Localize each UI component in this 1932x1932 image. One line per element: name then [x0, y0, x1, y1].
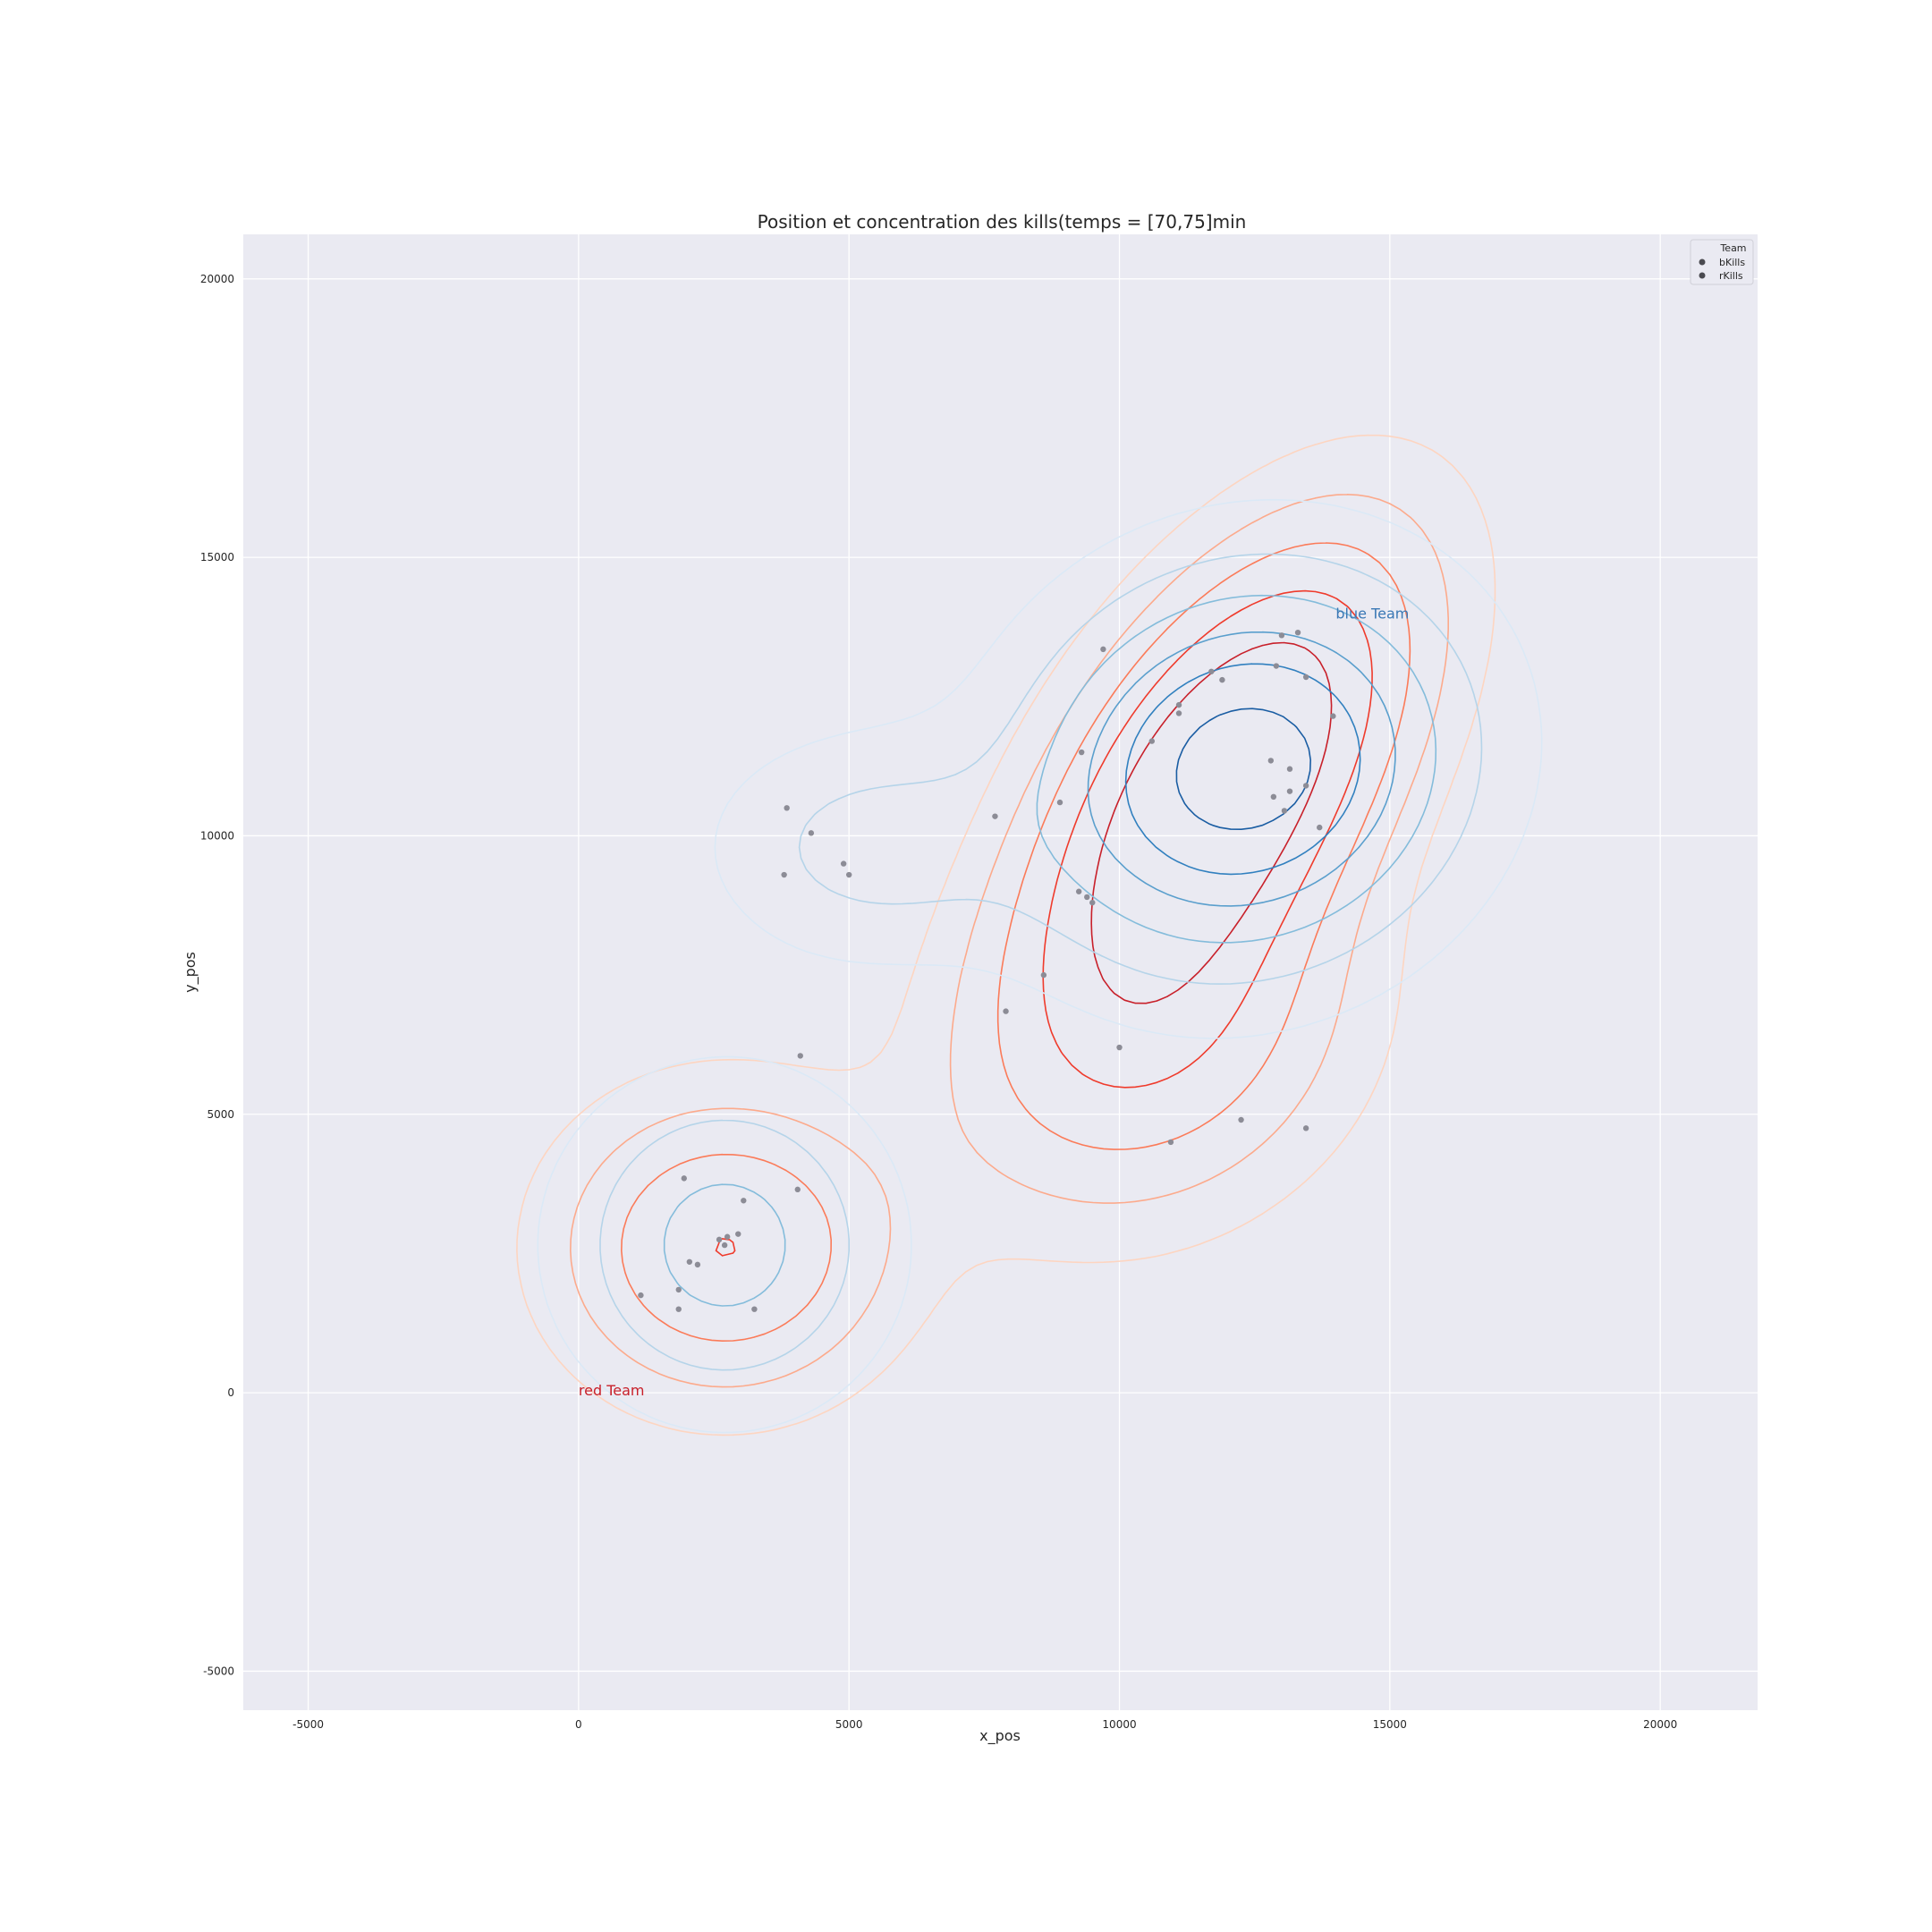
kill-point [1317, 824, 1323, 831]
kill-point [1267, 758, 1275, 764]
x-tick-label: 10000 [1102, 1718, 1136, 1731]
annotation-blue-team: blue Team [1335, 605, 1409, 622]
kill-point [1003, 1008, 1009, 1014]
kill-point [992, 813, 998, 819]
kill-point [1148, 738, 1156, 744]
kill-point [1273, 663, 1280, 669]
legend-entry-bkills: bKills [1719, 257, 1745, 268]
legend-marker-bkills [1699, 258, 1706, 266]
kill-point [1278, 632, 1285, 639]
kill-point [724, 1233, 731, 1240]
kill-point [1286, 766, 1293, 772]
kill-point [1294, 629, 1301, 636]
kill-point [1219, 676, 1225, 683]
kill-point [784, 805, 790, 811]
kill-point [840, 860, 847, 867]
blue-team-contour-level-1 [537, 498, 1543, 1434]
kill-point [1056, 799, 1063, 806]
legend: Team bKills rKills [1690, 239, 1754, 285]
legend-box [1690, 239, 1754, 285]
blue-team-contour-level-3 [663, 594, 1437, 1307]
kill-point [1330, 713, 1336, 719]
y-tick-label: 5000 [207, 1108, 234, 1121]
kill-point [1167, 1139, 1174, 1146]
kill-point [1286, 788, 1293, 794]
kill-point [1175, 710, 1182, 716]
plot-area [243, 234, 1758, 1710]
kill-point [1281, 808, 1288, 814]
kill-point [1084, 894, 1090, 901]
kill-point [794, 1186, 801, 1193]
kill-points [638, 629, 1336, 1312]
kill-point [1040, 971, 1047, 979]
x-tick-label: 0 [575, 1718, 582, 1731]
kill-point [846, 871, 852, 878]
kill-point [1100, 646, 1106, 653]
kill-point [1078, 749, 1085, 756]
y-tick-label: 10000 [200, 829, 234, 842]
y-tick-label: -5000 [203, 1665, 234, 1677]
kill-point [675, 1286, 682, 1293]
blue-team-contour-level-4 [1087, 631, 1396, 907]
kill-point [716, 1236, 723, 1243]
red-team-contour-level-5 [1090, 641, 1333, 1004]
legend-marker-rkills [1699, 272, 1706, 279]
kill-point [1208, 668, 1215, 674]
kill-point [735, 1231, 741, 1237]
kill-point [694, 1261, 701, 1268]
legend-title: Team [1719, 242, 1746, 254]
y-tick-label: 20000 [200, 273, 234, 285]
x-tick-label: -5000 [292, 1718, 324, 1731]
x-axis-label: x_pos [979, 1727, 1021, 1745]
kill-point [1270, 793, 1277, 801]
kill-point [797, 1053, 803, 1059]
kill-point [1302, 674, 1309, 681]
kill-point [1175, 701, 1182, 708]
kill-point [1075, 888, 1082, 894]
kill-point [1116, 1044, 1123, 1051]
kill-point [721, 1241, 728, 1249]
x-tick-labels: -5000 0 5000 10000 15000 20000 [292, 1718, 1677, 1731]
kill-point [675, 1306, 682, 1312]
y-tick-label: 15000 [200, 551, 234, 564]
legend-entry-rkills: rKills [1719, 270, 1743, 282]
red-team-contour-level-3 [621, 542, 1411, 1342]
kill-point [1302, 1125, 1309, 1131]
annotation-red-team: red Team [579, 1382, 645, 1399]
kill-point [681, 1175, 687, 1182]
y-tick-label: 0 [227, 1386, 234, 1399]
kill-point [781, 871, 787, 878]
kill-point [808, 830, 815, 836]
x-tick-label: 5000 [835, 1718, 863, 1731]
kill-point [741, 1198, 747, 1204]
kill-point [1089, 899, 1096, 906]
grid-lines [243, 234, 1758, 1710]
blue-team-contour-level-2 [599, 553, 1483, 1371]
red-team-contour-level-4 [715, 589, 1373, 1257]
density-contours [516, 434, 1543, 1436]
y-tick-labels: -5000 0 5000 10000 15000 20000 [200, 273, 234, 1678]
chart-title: Position et concentration des kills(temp… [758, 211, 1247, 233]
kill-point [638, 1292, 644, 1299]
x-tick-label: 15000 [1373, 1718, 1407, 1731]
kill-point [1302, 783, 1309, 789]
kill-point [686, 1258, 693, 1265]
kill-point [1238, 1116, 1244, 1123]
red-team-contour-level-1 [516, 434, 1496, 1436]
y-axis-label: y_pos [182, 952, 199, 993]
kill-point [751, 1306, 758, 1312]
x-tick-label: 20000 [1643, 1718, 1677, 1731]
